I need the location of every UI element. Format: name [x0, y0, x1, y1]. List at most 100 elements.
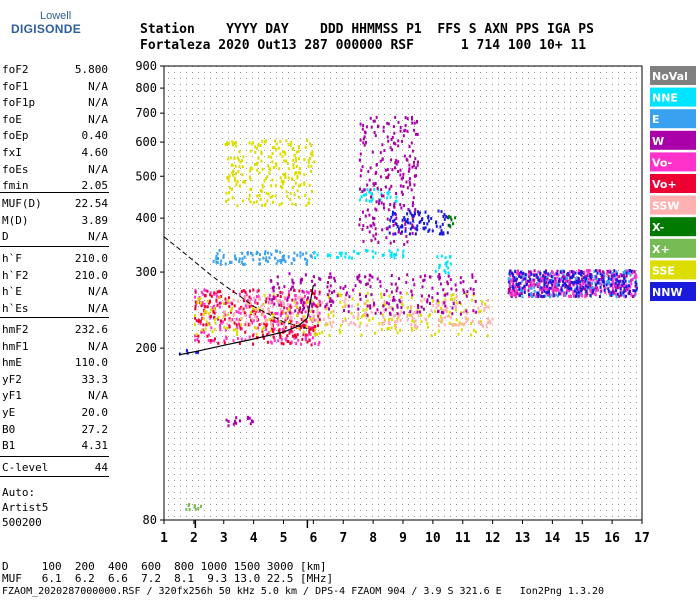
echo-point: [312, 314, 315, 318]
echo-point: [392, 219, 395, 223]
echo-point: [289, 197, 292, 201]
x-tick-label: 11: [455, 531, 471, 546]
echo-point: [219, 290, 222, 294]
echo-point: [387, 326, 390, 330]
echo-point: [279, 290, 282, 294]
echo-point: [303, 323, 306, 327]
echo-point: [387, 139, 390, 143]
echo-point: [368, 213, 371, 217]
echo-point: [255, 295, 258, 299]
echo-point: [317, 320, 320, 324]
echo-point: [435, 220, 438, 224]
echo-point: [423, 297, 426, 301]
echo-point: [297, 195, 300, 199]
echo-point: [414, 319, 417, 323]
echo-point: [375, 115, 378, 119]
echo-point: [564, 279, 567, 283]
echo-point: [630, 293, 633, 297]
echo-point: [288, 289, 291, 293]
x-tick-label: 1: [160, 531, 168, 546]
echo-point: [554, 277, 557, 280]
echo-point: [272, 335, 275, 339]
echo-point: [279, 185, 282, 189]
echo-point: [511, 280, 514, 284]
echo-point: [303, 306, 305, 310]
echo-point: [225, 418, 228, 422]
echo-point: [303, 173, 306, 177]
panel-separator: [0, 246, 109, 247]
echo-point: [404, 229, 407, 233]
echo-point: [304, 146, 307, 149]
echo-point: [264, 317, 267, 321]
echo-point: [231, 163, 234, 167]
echo-point: [399, 173, 402, 177]
param-name: fmin: [2, 179, 29, 193]
echo-point: [278, 203, 281, 207]
param-row: D N/A: [2, 230, 108, 244]
echo-point: [485, 325, 488, 329]
echo-point: [534, 283, 537, 287]
echo-point: [390, 274, 393, 277]
echo-point: [197, 320, 200, 324]
echo-point: [343, 300, 346, 304]
echo-point: [215, 292, 218, 296]
echo-point: [368, 178, 371, 182]
echo-point: [598, 269, 601, 273]
echo-point: [199, 301, 202, 305]
param-value: N/A: [88, 96, 108, 110]
echo-point: [327, 281, 329, 284]
echo-point: [561, 284, 564, 288]
echo-point: [258, 171, 261, 175]
echo-point: [538, 279, 541, 283]
echo-point: [428, 313, 431, 317]
echo-point: [581, 271, 584, 275]
x-tick-label: 14: [545, 531, 561, 546]
echo-point: [312, 327, 315, 330]
echo-point: [359, 293, 361, 297]
echo-point: [272, 330, 275, 333]
echo-point: [378, 322, 381, 326]
echo-point: [371, 249, 374, 253]
echo-point: [550, 281, 553, 285]
echo-point: [372, 234, 375, 238]
echo-point: [232, 298, 235, 302]
echo-point: [232, 314, 235, 317]
echo-point: [294, 294, 297, 298]
echo-point: [380, 295, 383, 299]
echo-point: [443, 301, 446, 305]
echo-point: [527, 275, 530, 278]
echo-point: [286, 306, 289, 310]
echo-point: [303, 158, 306, 162]
echo-point: [211, 306, 214, 310]
echo-point: [560, 287, 563, 291]
echo-point: [582, 286, 585, 289]
echo-point: [509, 274, 512, 278]
echo-point: [387, 190, 390, 194]
echo-point: [266, 260, 269, 264]
x-tick-label: 3: [220, 531, 228, 546]
echo-point: [286, 296, 289, 300]
echo-point: [257, 295, 260, 299]
echo-point: [254, 150, 257, 154]
echo-point: [336, 256, 339, 260]
echo-point: [303, 181, 306, 185]
echo-point: [315, 296, 318, 300]
echo-point: [206, 289, 209, 293]
echo-point: [409, 313, 411, 317]
echo-point: [607, 289, 610, 293]
echo-point: [265, 177, 267, 180]
echo-point: [227, 176, 230, 180]
echo-point: [402, 176, 404, 180]
echo-point: [443, 309, 446, 312]
echo-point: [354, 323, 357, 327]
echo-point: [297, 338, 300, 342]
echo-point: [201, 316, 204, 320]
echo-point: [256, 315, 259, 319]
echo-point: [288, 295, 291, 299]
echo-point: [280, 180, 283, 184]
echo-point: [403, 311, 405, 315]
echo-point: [545, 284, 548, 288]
echo-point: [297, 184, 300, 188]
echo-point: [372, 221, 375, 225]
echo-point: [474, 330, 477, 334]
